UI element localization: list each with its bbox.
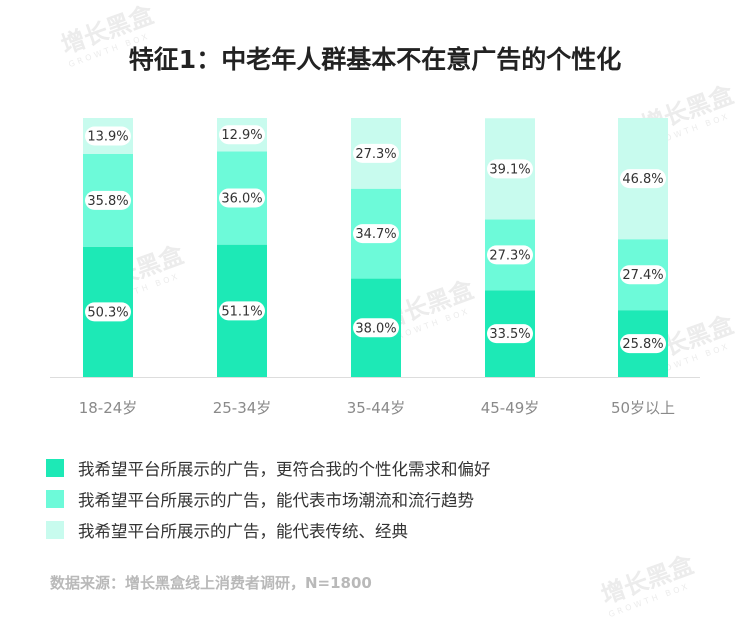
x-tick-label: 18-24岁 [79, 399, 138, 417]
chart-title: 特征1：中老年人群基本不在意广告的个性化 [128, 45, 622, 74]
x-tick-label: 25-34岁 [213, 399, 272, 417]
data-label-bg [620, 169, 666, 189]
data-label-bg [487, 324, 533, 344]
legend-swatch [46, 520, 64, 539]
data-label: 34.7% [355, 227, 396, 242]
data-label: 27.3% [355, 147, 396, 162]
legend-label: 我希望平台所展示的广告，更符合我的个性化需求和偏好 [78, 459, 491, 479]
data-label-bg [487, 159, 533, 179]
data-label-bg [219, 125, 265, 145]
data-label-bg [487, 245, 533, 265]
data-label: 36.0% [221, 192, 262, 207]
data-label-bg [353, 318, 399, 338]
data-label: 25.8% [622, 337, 663, 352]
legend-item-classic: 我希望平台所展示的广告，能代表传统、经典 [46, 514, 491, 545]
data-label-bg [219, 301, 265, 321]
data-label: 33.5% [489, 327, 530, 342]
x-tick-label: 50岁以上 [611, 399, 675, 417]
data-label-bg [85, 190, 131, 210]
source-note: 数据来源：增长黑盒线上消费者调研，N=1800 [50, 574, 372, 592]
x-tick-label: 35-44岁 [347, 399, 406, 417]
data-label: 46.8% [622, 172, 663, 187]
data-label: 35.8% [87, 194, 128, 209]
watermark: 增长黑盒 GROWTH BOX [597, 550, 698, 620]
data-label-bg [353, 143, 399, 163]
data-label: 12.9% [221, 128, 262, 143]
legend-item-trend: 我希望平台所展示的广告，能代表市场潮流和流行趋势 [46, 483, 491, 514]
data-label: 38.0% [355, 321, 396, 336]
stacked-bar-chart: 18-24岁 25-34岁 35-44岁 45-49岁 50岁以上 50.3% 35.8% 1… [50, 118, 700, 417]
data-label: 51.1% [221, 304, 262, 319]
data-label-bg [219, 188, 265, 208]
legend-swatch [46, 458, 64, 477]
data-label-bg [353, 224, 399, 244]
x-tick-label: 45-49岁 [481, 399, 540, 417]
data-label-bg [620, 265, 666, 285]
data-label: 27.4% [622, 268, 663, 283]
legend-swatch [46, 489, 64, 508]
data-label: 13.9% [87, 130, 128, 145]
legend-label: 我希望平台所展示的广告，能代表传统、经典 [78, 521, 408, 541]
legend: 我希望平台所展示的广告，更符合我的个性化需求和偏好 我希望平台所展示的广告，能代… [46, 452, 491, 545]
data-label: 27.3% [489, 248, 530, 263]
legend-label: 我希望平台所展示的广告，能代表市场潮流和流行趋势 [78, 490, 474, 510]
data-label: 39.1% [489, 162, 530, 177]
data-label-bg [85, 126, 131, 146]
data-label: 50.3% [87, 305, 128, 320]
data-label-bg [620, 334, 666, 354]
data-label-bg [85, 302, 131, 322]
legend-item-personalized: 我希望平台所展示的广告，更符合我的个性化需求和偏好 [46, 452, 491, 483]
